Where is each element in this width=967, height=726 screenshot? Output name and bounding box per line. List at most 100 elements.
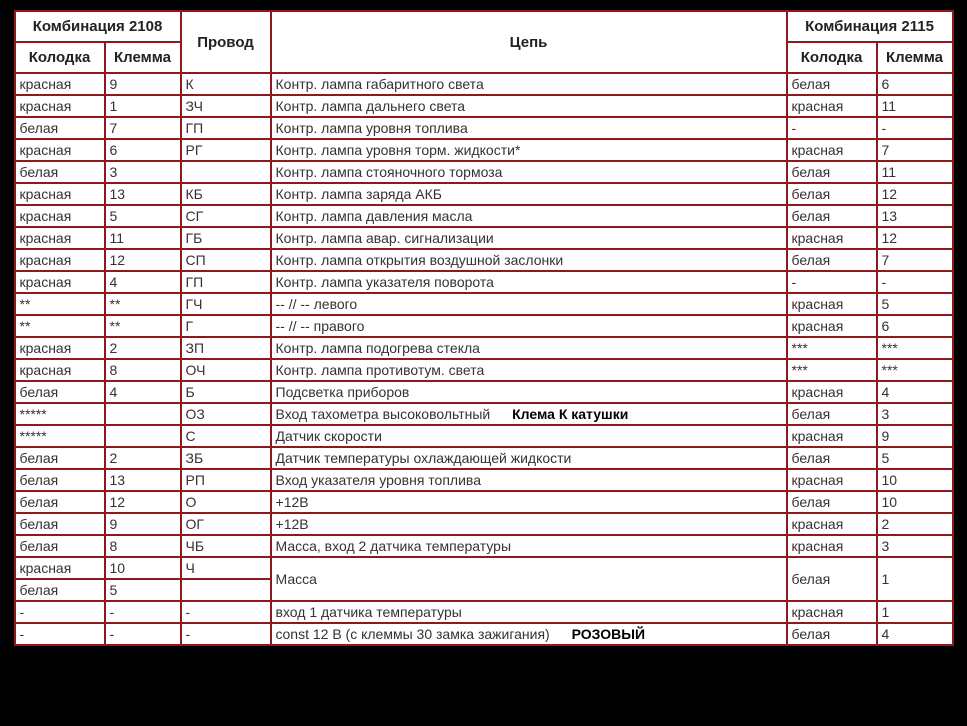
cell: 10: [877, 491, 953, 513]
cell: Масса: [271, 557, 787, 601]
cell: const 12 В (с клеммы 30 замка зажигания)…: [271, 623, 787, 645]
cell: Датчик скорости: [271, 425, 787, 447]
cell: -: [181, 623, 271, 645]
cell: красная: [787, 425, 877, 447]
cell: 5: [105, 205, 181, 227]
cell: К: [181, 73, 271, 95]
cell: Контр. лампа противотум. света: [271, 359, 787, 381]
table-row: белая8ЧБМасса, вход 2 датчика температур…: [15, 535, 953, 557]
table-row: ---const 12 В (с клеммы 30 замка зажиган…: [15, 623, 953, 645]
table-row: белая12О+12Вбелая10: [15, 491, 953, 513]
cell: -: [877, 271, 953, 293]
cell: [181, 579, 271, 601]
cell: Контр. лампа указателя поворота: [271, 271, 787, 293]
cell: 9: [877, 425, 953, 447]
cell: белая: [787, 491, 877, 513]
table-row: ****ГЧ-- // -- левогокрасная5: [15, 293, 953, 315]
cell: -: [15, 601, 105, 623]
cell: ГП: [181, 271, 271, 293]
table-header: Комбинация 2108 Провод Цепь Комбинация 2…: [15, 11, 953, 73]
cell: Контр. лампа подогрева стекла: [271, 337, 787, 359]
cell: 13: [105, 469, 181, 491]
cell: белая: [15, 469, 105, 491]
cell: ЗП: [181, 337, 271, 359]
cell: 3: [877, 535, 953, 557]
cell: -: [105, 601, 181, 623]
table-row: белая3Контр. лампа стояночного тормозабе…: [15, 161, 953, 183]
header-klemma-2108: Клемма: [105, 42, 181, 73]
cell: белая: [15, 491, 105, 513]
cell: Масса, вход 2 датчика температуры: [271, 535, 787, 557]
cell: красная: [15, 183, 105, 205]
cell: Вход тахометра высоковольтный Клема К ка…: [271, 403, 787, 425]
cell: 8: [105, 535, 181, 557]
cell: красная: [15, 337, 105, 359]
table-row: красная11ГБКонтр. лампа авар. сигнализац…: [15, 227, 953, 249]
table-row: белая9ОГ+12Вкрасная2: [15, 513, 953, 535]
cell: ЗБ: [181, 447, 271, 469]
cell: красная: [787, 513, 877, 535]
cell: 12: [105, 249, 181, 271]
table-row: красная10ЧМассабелая1: [15, 557, 953, 579]
cell: -: [105, 623, 181, 645]
cell: -: [787, 117, 877, 139]
cell: белая: [787, 557, 877, 601]
cell: СП: [181, 249, 271, 271]
table-body: красная9ККонтр. лампа габаритного светаб…: [15, 73, 953, 645]
cell: -: [15, 623, 105, 645]
cell: вход 1 датчика температуры: [271, 601, 787, 623]
table-row: ---вход 1 датчика температурыкрасная1: [15, 601, 953, 623]
cell: 6: [877, 315, 953, 337]
cell: 6: [105, 139, 181, 161]
cell: 12: [105, 491, 181, 513]
cell: белая: [787, 447, 877, 469]
cell: белая: [15, 381, 105, 403]
cell: РГ: [181, 139, 271, 161]
cell: красная: [15, 73, 105, 95]
cell: -: [787, 271, 877, 293]
cell: 1: [105, 95, 181, 117]
cell: белая: [787, 623, 877, 645]
cell: красная: [15, 139, 105, 161]
cell: Подсветка приборов: [271, 381, 787, 403]
cell: 13: [105, 183, 181, 205]
cell: ГБ: [181, 227, 271, 249]
cell: -: [877, 117, 953, 139]
cell: Контр. лампа заряда АКБ: [271, 183, 787, 205]
cell: Контр. лампа авар. сигнализации: [271, 227, 787, 249]
cell: белая: [15, 535, 105, 557]
cell: 12: [877, 227, 953, 249]
header-circuit: Цепь: [271, 11, 787, 73]
cell: красная: [15, 227, 105, 249]
cell: Контр. лампа дальнего света: [271, 95, 787, 117]
cell: КБ: [181, 183, 271, 205]
cell: [105, 403, 181, 425]
cell: 13: [877, 205, 953, 227]
cell: красная: [787, 227, 877, 249]
cell: красная: [787, 139, 877, 161]
table-row: *****ОЗВход тахометра высоковольтный Кле…: [15, 403, 953, 425]
cell: ЧБ: [181, 535, 271, 557]
table-row: красная5СГКонтр. лампа давления маслабел…: [15, 205, 953, 227]
cell: **: [105, 315, 181, 337]
table-row: красная1ЗЧКонтр. лампа дальнего светакра…: [15, 95, 953, 117]
cell: 9: [105, 73, 181, 95]
cell: -- // -- правого: [271, 315, 787, 337]
cell: красная: [15, 249, 105, 271]
annotation: Клема К катушки: [512, 406, 628, 422]
cell: красная: [787, 315, 877, 337]
cell: белая: [787, 249, 877, 271]
table-row: *****СДатчик скоростикрасная9: [15, 425, 953, 447]
cell: **: [15, 293, 105, 315]
cell: 5: [877, 447, 953, 469]
cell: Контр. лампа уровня топлива: [271, 117, 787, 139]
cell: 4: [105, 271, 181, 293]
cell: **: [15, 315, 105, 337]
cell: Датчик температуры охлаждающей жидкости: [271, 447, 787, 469]
cell: 12: [877, 183, 953, 205]
header-provod: Провод: [181, 11, 271, 73]
table-row: белая2ЗБДатчик температуры охлаждающей ж…: [15, 447, 953, 469]
wiring-table-page: Комбинация 2108 Провод Цепь Комбинация 2…: [14, 10, 954, 646]
cell: красная: [787, 535, 877, 557]
cell: ОГ: [181, 513, 271, 535]
